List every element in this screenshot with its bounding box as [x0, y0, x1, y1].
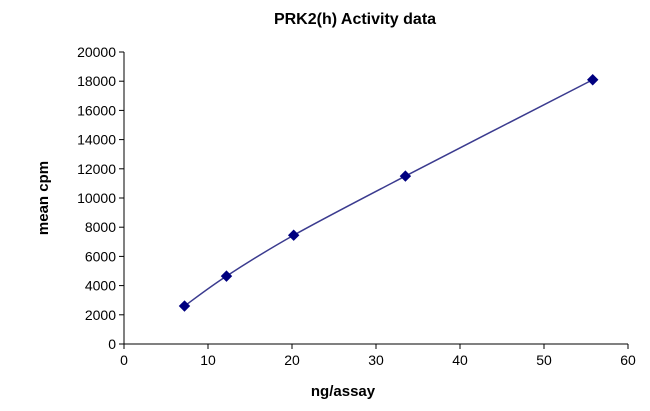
y-tick-label: 14000	[77, 132, 116, 148]
axes: 0 2000 4000 6000 8000 10000 12000 14000 16000 180…	[77, 44, 636, 368]
y-tick-label: 10000	[77, 190, 116, 206]
x-tick-label: 10	[200, 352, 216, 368]
data-point-diamond	[399, 170, 412, 182]
y-tick-label: 12000	[77, 161, 116, 177]
x-tick-label: 30	[368, 352, 384, 368]
y-tick-label: 2000	[85, 307, 116, 323]
x-tick-label: 20	[284, 352, 300, 368]
series-layer	[178, 74, 599, 312]
y-tick-label: 16000	[77, 102, 116, 118]
x-axis-label: ng/assay	[311, 383, 376, 400]
x-tick-label: 60	[620, 352, 636, 368]
y-tick-label: 0	[108, 336, 116, 352]
y-tick-label: 6000	[85, 248, 116, 264]
x-tick-label: 50	[536, 352, 552, 368]
data-point-diamond	[587, 74, 599, 86]
y-tick-label: 8000	[85, 219, 116, 235]
data-point-diamond	[178, 300, 191, 312]
y-tick-label: 20000	[77, 44, 116, 60]
data-point-diamond	[287, 229, 300, 241]
data-point-diamond	[220, 270, 233, 282]
x-tick-label: 0	[120, 352, 128, 368]
x-tick-label: 40	[452, 352, 468, 368]
chart-title: PRK2(h) Activity data	[274, 11, 436, 28]
y-tick-label: 4000	[85, 278, 116, 294]
y-axis-label: mean cpm	[35, 161, 52, 235]
series-line	[184, 79, 594, 307]
y-tick-label: 18000	[77, 73, 116, 89]
